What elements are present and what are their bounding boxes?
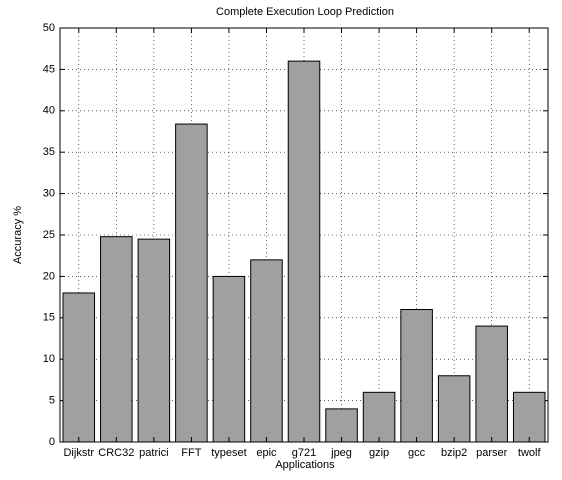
x-tick-label: epic bbox=[256, 447, 277, 459]
y-tick-label: 30 bbox=[43, 188, 55, 200]
x-tick-label: g721 bbox=[292, 447, 316, 459]
x-tick-label: patrici bbox=[139, 447, 168, 459]
x-tick-label: gcc bbox=[408, 447, 426, 459]
y-tick-label: 5 bbox=[49, 395, 55, 407]
bar bbox=[137, 238, 171, 443]
y-tick-label: 40 bbox=[43, 105, 55, 117]
y-tick-label: 15 bbox=[43, 312, 55, 324]
y-tick-label: 0 bbox=[49, 436, 55, 448]
plot-frame bbox=[59, 27, 549, 443]
bar bbox=[250, 259, 283, 443]
bar bbox=[212, 275, 246, 443]
bar bbox=[287, 60, 321, 443]
bar bbox=[400, 309, 433, 443]
x-tick-label: parser bbox=[476, 447, 508, 459]
y-tick-label: 35 bbox=[43, 146, 55, 158]
bar bbox=[475, 325, 508, 443]
y-tick-label: 45 bbox=[43, 63, 55, 75]
y-axis-label: Accuracy % bbox=[12, 206, 24, 264]
x-tick-label: bzip2 bbox=[441, 447, 467, 459]
x-axis-label: Applications bbox=[275, 459, 335, 471]
x-tick-label: twolf bbox=[518, 447, 542, 459]
y-tick-label: 50 bbox=[43, 22, 55, 34]
bar bbox=[175, 123, 208, 443]
x-tick-label: CRC32 bbox=[98, 447, 134, 459]
x-tick-label: Dijkstr bbox=[63, 447, 94, 459]
bar bbox=[325, 408, 358, 443]
bar bbox=[62, 292, 96, 443]
bar bbox=[362, 391, 396, 443]
x-tick-label: gzip bbox=[369, 447, 389, 459]
x-tick-label: jpeg bbox=[330, 447, 352, 459]
x-tick-label: typeset bbox=[211, 447, 246, 459]
bar bbox=[437, 375, 471, 443]
chart-title: Complete Execution Loop Prediction bbox=[216, 6, 394, 18]
x-tick-label: FFT bbox=[181, 447, 201, 459]
bar bbox=[100, 236, 133, 443]
y-tick-label: 10 bbox=[43, 353, 55, 365]
y-tick-label: 20 bbox=[43, 270, 55, 282]
y-tick-label: 25 bbox=[43, 229, 55, 241]
bar bbox=[512, 391, 546, 443]
